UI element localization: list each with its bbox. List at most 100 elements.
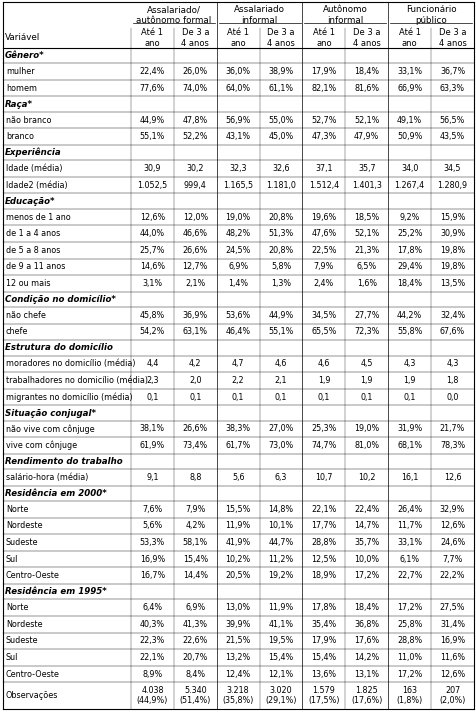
Text: 0,1: 0,1 (231, 393, 244, 401)
Text: 2,2: 2,2 (231, 376, 244, 385)
Text: 27,7%: 27,7% (353, 311, 379, 320)
Text: 4,3: 4,3 (446, 359, 458, 369)
Text: Observações: Observações (6, 691, 58, 700)
Text: 73,4%: 73,4% (182, 441, 208, 450)
Text: 72,3%: 72,3% (353, 327, 379, 337)
Text: 38,1%: 38,1% (139, 424, 165, 434)
Text: 17,2%: 17,2% (396, 670, 421, 679)
Text: 10,7: 10,7 (315, 473, 332, 482)
Text: 16,7%: 16,7% (139, 571, 165, 580)
Text: 1,4%: 1,4% (228, 279, 248, 288)
Text: 7,6%: 7,6% (142, 505, 162, 514)
Text: 15,4%: 15,4% (268, 653, 293, 662)
Text: 4.038
(44,9%): 4.038 (44,9%) (137, 686, 168, 705)
Text: de 5 a 8 anos: de 5 a 8 anos (6, 246, 60, 255)
Text: 74,7%: 74,7% (311, 441, 336, 450)
Text: mulher: mulher (6, 67, 35, 76)
Text: Idade (média): Idade (média) (6, 164, 62, 173)
Text: 22,1%: 22,1% (311, 505, 336, 514)
Text: 25,3%: 25,3% (311, 424, 336, 434)
Text: 6,4%: 6,4% (142, 603, 162, 612)
Text: 41,1%: 41,1% (268, 620, 293, 629)
Text: 1.579
(17,5%): 1.579 (17,5%) (307, 686, 339, 705)
Text: 45,8%: 45,8% (139, 311, 165, 320)
Text: 1,9: 1,9 (360, 376, 372, 385)
Text: 45,0%: 45,0% (268, 132, 293, 141)
Text: 68,1%: 68,1% (397, 441, 421, 450)
Text: de 1 a 4 anos: de 1 a 4 anos (6, 229, 60, 238)
Text: 56,9%: 56,9% (225, 116, 250, 125)
Text: 11,6%: 11,6% (439, 653, 464, 662)
Text: 34,5%: 34,5% (311, 311, 336, 320)
Text: Idade2 (média): Idade2 (média) (6, 180, 68, 190)
Text: 33,1%: 33,1% (397, 538, 421, 547)
Text: 44,9%: 44,9% (268, 311, 293, 320)
Text: Condição no domicílio*: Condição no domicílio* (5, 295, 116, 304)
Text: 36,8%: 36,8% (354, 620, 378, 629)
Text: 65,5%: 65,5% (311, 327, 336, 337)
Text: 8,9%: 8,9% (142, 670, 162, 679)
Text: 13,0%: 13,0% (225, 603, 250, 612)
Text: 43,1%: 43,1% (225, 132, 250, 141)
Text: 46,4%: 46,4% (225, 327, 250, 337)
Text: De 3 a
4 anos: De 3 a 4 anos (267, 29, 294, 48)
Text: 20,5%: 20,5% (225, 571, 250, 580)
Text: 54,2%: 54,2% (139, 327, 165, 337)
Text: 0,1: 0,1 (146, 393, 159, 401)
Text: Centro-Oeste: Centro-Oeste (6, 571, 60, 580)
Text: 26,0%: 26,0% (182, 67, 208, 76)
Text: 1.267,4: 1.267,4 (394, 180, 424, 190)
Text: 4,4: 4,4 (146, 359, 159, 369)
Text: 1.825
(17,6%): 1.825 (17,6%) (350, 686, 382, 705)
Text: De 3 a
4 anos: De 3 a 4 anos (352, 29, 380, 48)
Text: 7,7%: 7,7% (441, 555, 462, 564)
Text: 52,1%: 52,1% (353, 229, 379, 238)
Text: 12 ou mais: 12 ou mais (6, 279, 50, 288)
Text: 32,4%: 32,4% (439, 311, 464, 320)
Text: Até 1
ano: Até 1 ano (398, 29, 420, 48)
Text: 6,3: 6,3 (274, 473, 287, 482)
Text: 0,1: 0,1 (360, 393, 372, 401)
Text: 0,0: 0,0 (446, 393, 458, 401)
Text: 13,6%: 13,6% (311, 670, 336, 679)
Text: 38,3%: 38,3% (225, 424, 250, 434)
Text: 1.280,9: 1.280,9 (436, 180, 466, 190)
Text: 25,2%: 25,2% (396, 229, 422, 238)
Text: 163
(1,8%): 163 (1,8%) (396, 686, 422, 705)
Text: 44,7%: 44,7% (268, 538, 293, 547)
Text: 22,3%: 22,3% (139, 637, 165, 645)
Text: 1.512,4: 1.512,4 (308, 180, 338, 190)
Text: 48,2%: 48,2% (225, 229, 250, 238)
Text: 22,5%: 22,5% (310, 246, 336, 255)
Text: 61,1%: 61,1% (268, 83, 293, 93)
Text: 29,4%: 29,4% (396, 262, 421, 272)
Text: 10,2: 10,2 (357, 473, 375, 482)
Text: 0,1: 0,1 (274, 393, 287, 401)
Text: homem: homem (6, 83, 37, 93)
Text: 5,6: 5,6 (231, 473, 244, 482)
Text: 21,3%: 21,3% (354, 246, 378, 255)
Text: 4,2%: 4,2% (185, 521, 205, 530)
Text: Gênero*: Gênero* (5, 51, 45, 60)
Text: 12,6: 12,6 (443, 473, 460, 482)
Text: 0,1: 0,1 (403, 393, 415, 401)
Text: 12,1%: 12,1% (268, 670, 293, 679)
Text: 15,4%: 15,4% (311, 653, 336, 662)
Text: 13,1%: 13,1% (354, 670, 378, 679)
Text: 0,1: 0,1 (317, 393, 329, 401)
Text: 35,4%: 35,4% (311, 620, 336, 629)
Text: 2,1%: 2,1% (185, 279, 205, 288)
Text: 36,9%: 36,9% (182, 311, 208, 320)
Text: Residência em 1995*: Residência em 1995* (5, 588, 107, 596)
Text: Sudeste: Sudeste (6, 637, 39, 645)
Text: 18,4%: 18,4% (397, 279, 421, 288)
Text: 46,6%: 46,6% (182, 229, 208, 238)
Text: 1.052,5: 1.052,5 (137, 180, 167, 190)
Text: 50,9%: 50,9% (396, 132, 421, 141)
Text: 52,7%: 52,7% (310, 116, 336, 125)
Text: 21,5%: 21,5% (225, 637, 250, 645)
Text: 41,3%: 41,3% (182, 620, 208, 629)
Text: 2,3: 2,3 (146, 376, 159, 385)
Text: 12,6%: 12,6% (439, 670, 464, 679)
Text: 26,6%: 26,6% (182, 246, 208, 255)
